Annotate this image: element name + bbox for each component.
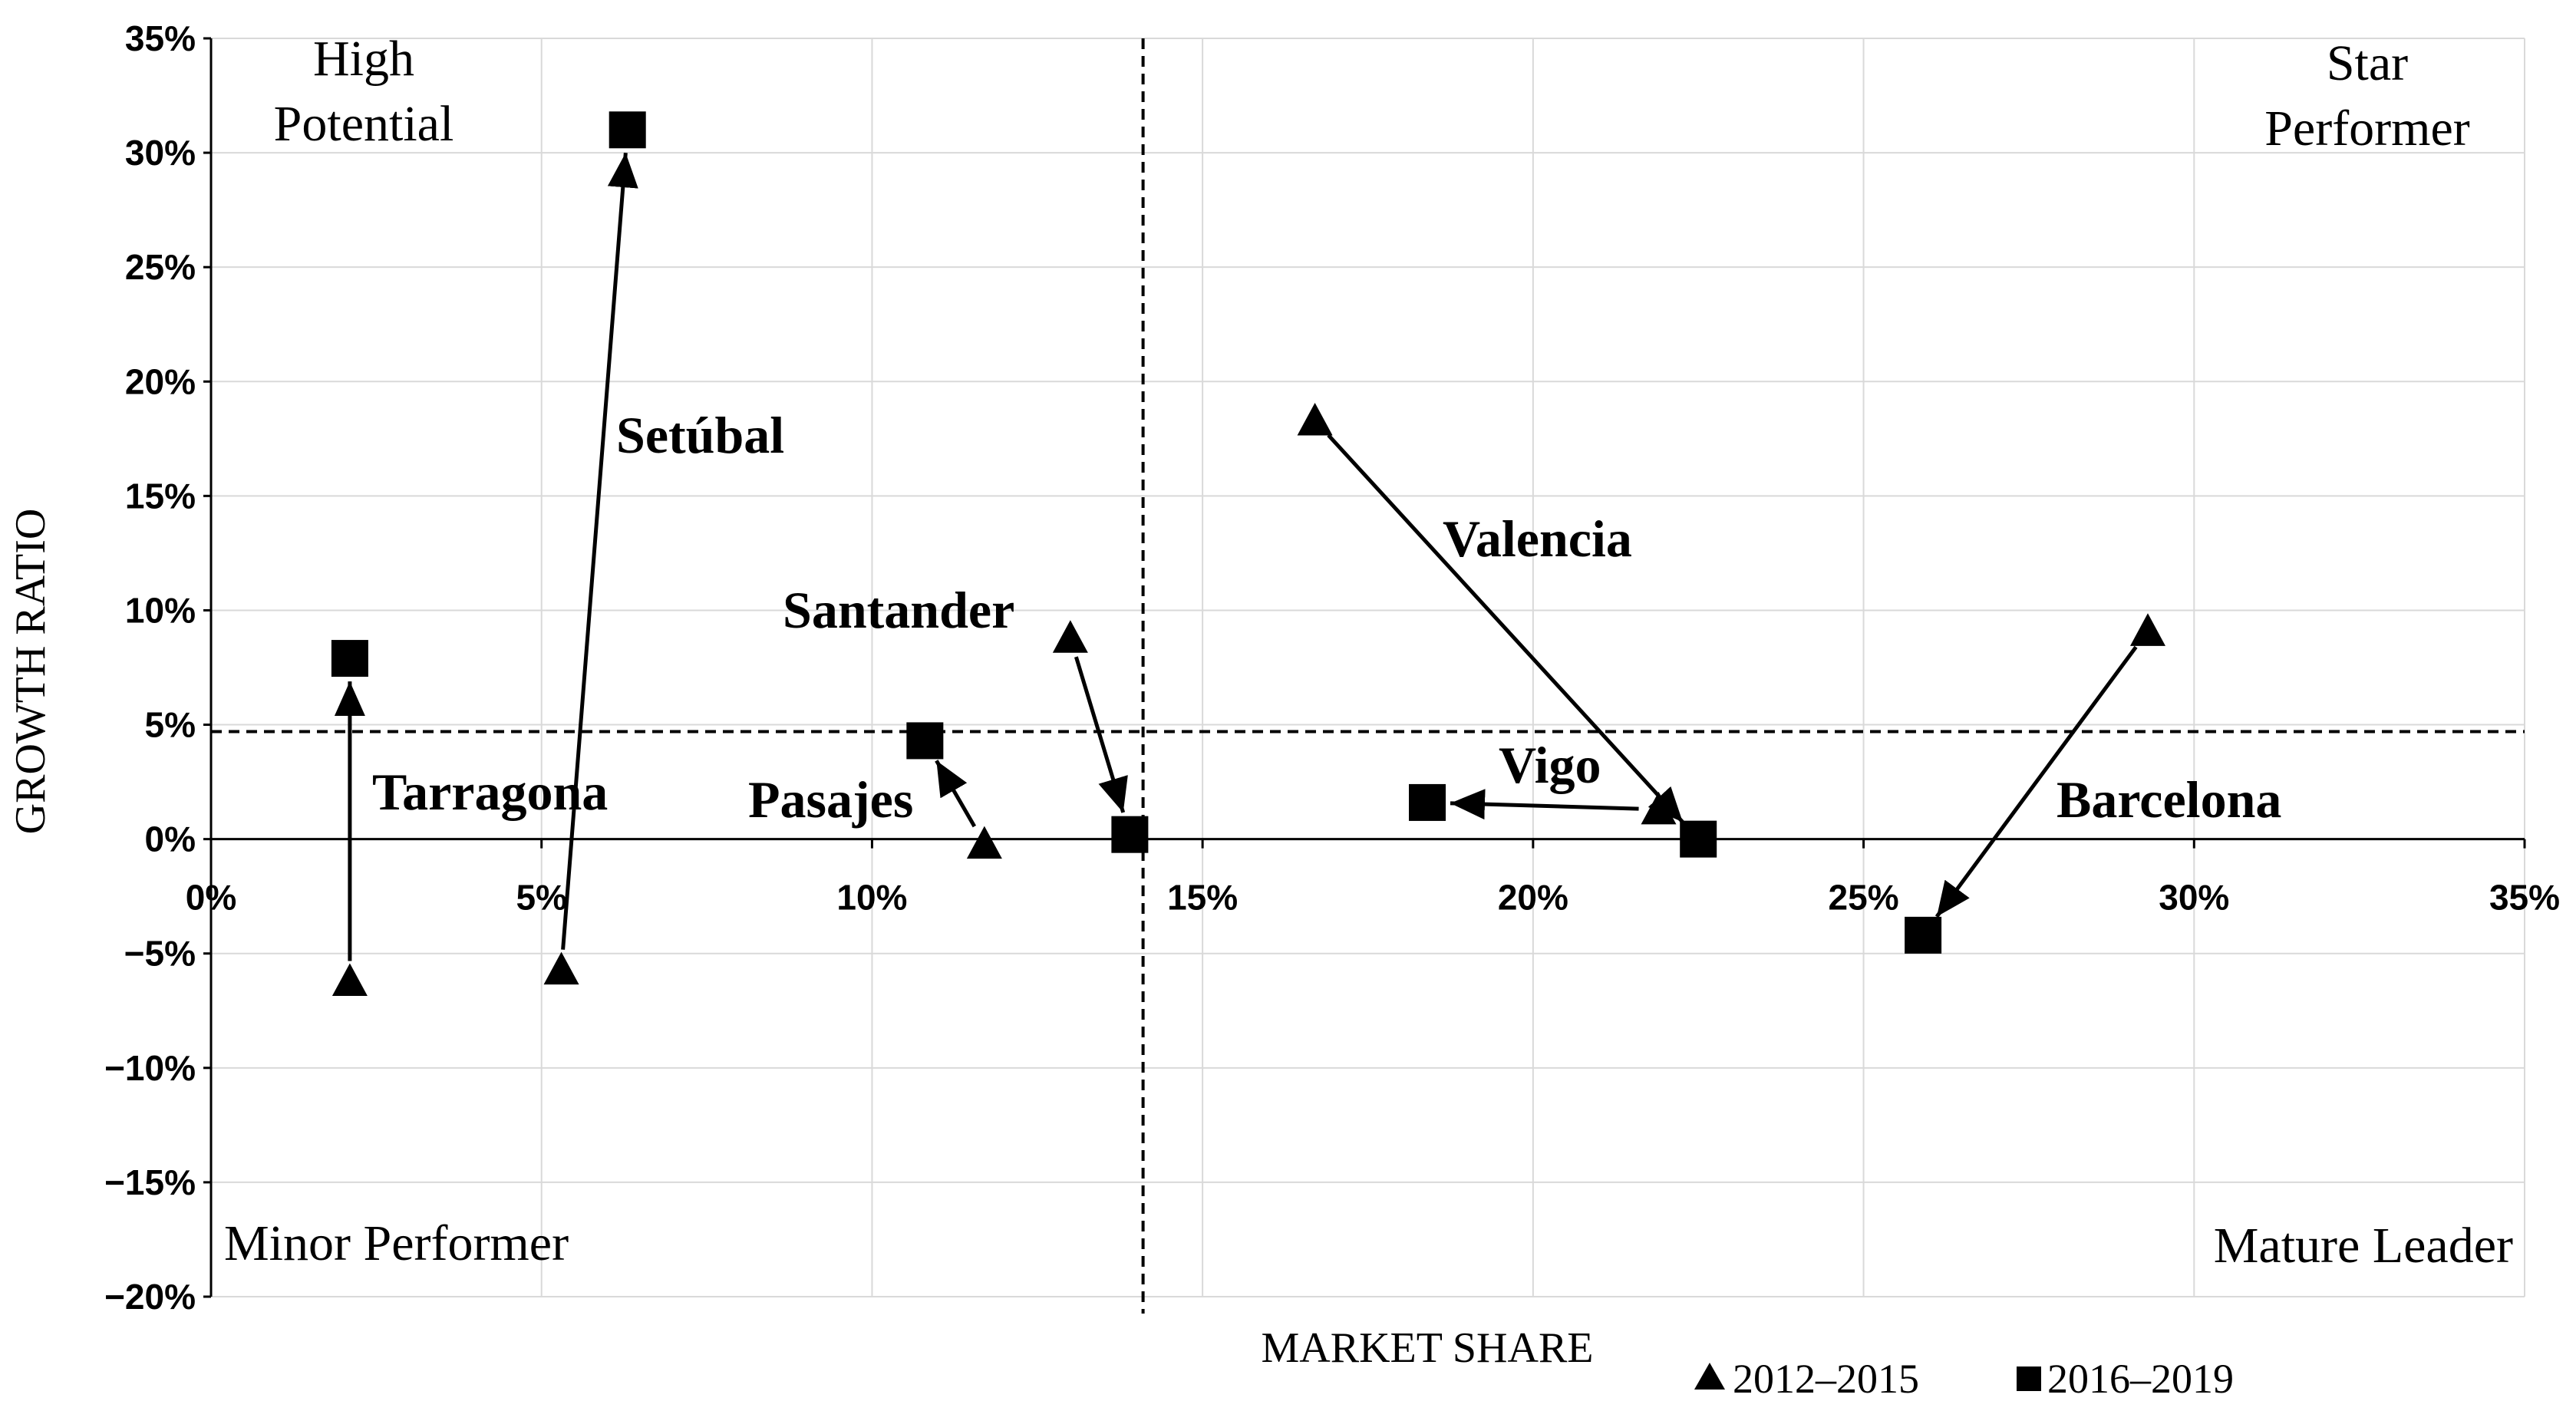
quadrant-label-mature-leader: Mature Leader: [2214, 1218, 2513, 1274]
x-tick-label: 25%: [1829, 878, 1899, 918]
y-tick-label: 20%: [125, 361, 196, 401]
port-label: Vigo: [1499, 736, 1601, 794]
reference-lines: [211, 38, 2525, 1314]
y-tick-label: 15%: [125, 476, 196, 516]
legend-square-icon: [2017, 1366, 2041, 1391]
marker-square-2016-2019: [1680, 820, 1717, 858]
x-tick-label: 20%: [1498, 878, 1568, 918]
trajectory-arrow: [561, 152, 638, 950]
marker-square-2016-2019: [1409, 783, 1446, 821]
y-tick-label: 0%: [145, 819, 196, 859]
port-label: Setúbal: [616, 406, 784, 464]
quadrant-label-performer: Performer: [2264, 101, 2470, 157]
quadrant-label-high: High: [313, 31, 414, 87]
port-label: Valencia: [1443, 509, 1632, 568]
y-tick-label: −15%: [104, 1162, 196, 1202]
marker-triangle-2012-2015: [1297, 402, 1333, 436]
y-tick-label: −20%: [104, 1277, 196, 1317]
y-tick-label: 30%: [125, 133, 196, 173]
port-label: Barcelona: [2057, 770, 2281, 829]
x-tick-label: 30%: [2159, 878, 2229, 918]
x-tick-label: 10%: [836, 878, 907, 918]
port-label: Tarragona: [372, 763, 608, 821]
legend-triangle-icon: [1694, 1363, 1725, 1390]
marker-triangle-2012-2015: [543, 951, 579, 985]
marker-triangle-2012-2015: [331, 963, 368, 997]
quadrant-labels: High Potential Star Performer Minor Perf…: [224, 31, 2513, 1274]
quadrant-label-potential: Potential: [274, 96, 454, 152]
y-tick-label: 25%: [125, 247, 196, 287]
marker-triangle-2012-2015: [2129, 613, 2165, 646]
legend-label-2012-2015: 2012–2015: [1733, 1356, 1919, 1402]
legend: 2012–2015 2016–2019: [1694, 1356, 2234, 1402]
y-tick-label: 35%: [125, 18, 196, 58]
y-axis-title: GROWTH RATIO: [7, 509, 54, 835]
y-tick-label: −5%: [124, 934, 196, 974]
x-tick-label: 0%: [186, 878, 236, 918]
quadrant-label-star: Star: [2327, 35, 2408, 91]
marker-square-2016-2019: [331, 640, 368, 677]
y-tick-label: 10%: [125, 590, 196, 630]
y-tick-label: 5%: [145, 705, 196, 745]
legend-label-2016-2019: 2016–2019: [2047, 1356, 2234, 1402]
marker-square-2016-2019: [1905, 916, 1942, 954]
axes: [203, 37, 2526, 1298]
x-tick-label: 15%: [1167, 878, 1238, 918]
port-label: Santander: [783, 581, 1014, 639]
x-tick-label: 35%: [2489, 878, 2560, 918]
trajectory-arrow: [935, 760, 977, 828]
marker-triangle-2012-2015: [1641, 791, 1677, 825]
trajectory-arrow: [1327, 434, 1684, 824]
y-tick-label: −10%: [104, 1048, 196, 1088]
marker-square-2016-2019: [1111, 816, 1149, 853]
x-axis-title: MARKET SHARE: [1261, 1324, 1593, 1372]
marker-triangle-2012-2015: [966, 826, 1002, 859]
port-labels: Tarragona Setúbal Pasajes Santander Valencia…: [372, 406, 2281, 829]
marker-triangle-2012-2015: [1052, 620, 1088, 653]
trajectory-arrow: [1074, 656, 1128, 813]
x-tick-label: 5%: [516, 878, 566, 918]
marker-square-2016-2019: [906, 722, 944, 760]
trajectory-arrow: [1450, 789, 1639, 820]
tick-labels: 35% 30% 25% 20% 15% 10% 5% 0% −5% −10% −15% −20% 0% 5…: [104, 18, 2560, 1317]
trajectory-arrow: [1934, 645, 2138, 918]
quadrant-label-minor-performer: Minor Performer: [224, 1215, 569, 1271]
data-markers: [331, 111, 2165, 997]
marker-square-2016-2019: [609, 111, 646, 149]
gridlines: [210, 38, 2525, 1297]
port-label: Pasajes: [748, 770, 913, 829]
port-arrows: [334, 152, 2138, 961]
